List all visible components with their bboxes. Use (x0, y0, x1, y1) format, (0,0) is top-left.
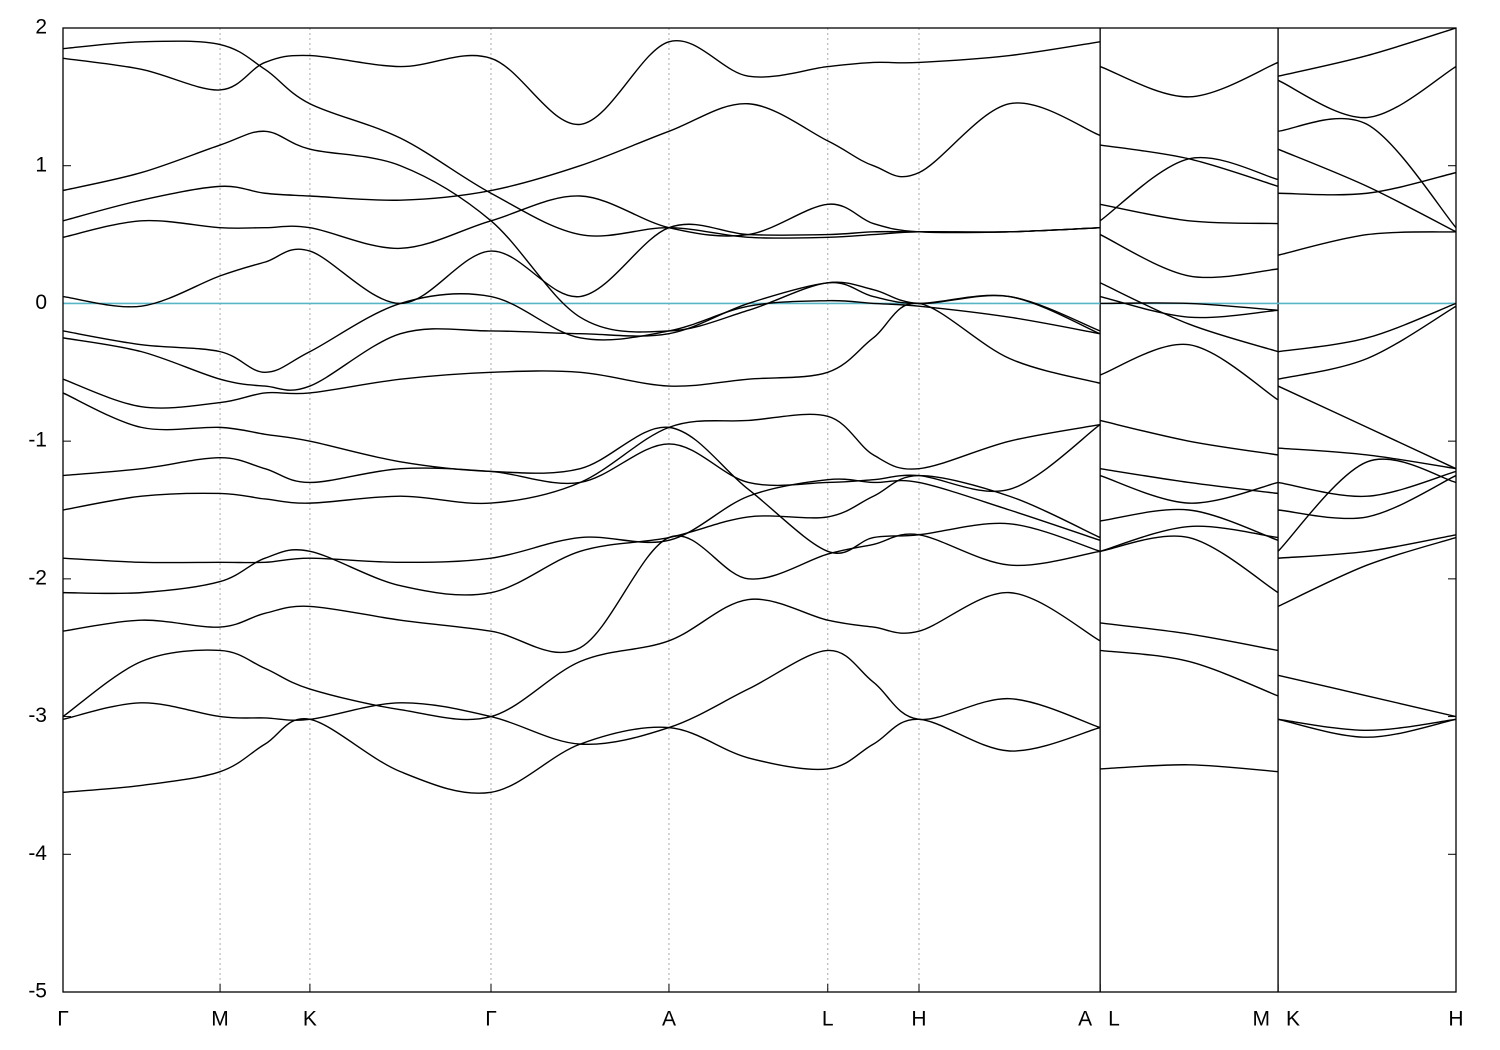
band-line (63, 302, 1456, 470)
band-line (63, 102, 1456, 233)
band-line (63, 28, 1456, 239)
x-tick-label: Γ (485, 1008, 497, 1031)
band-line (63, 419, 1456, 493)
y-tick-label: 0 (35, 291, 47, 314)
band-line (63, 474, 1456, 608)
y-tick-label: 2 (35, 16, 47, 39)
x-tick-label: M (1253, 1008, 1271, 1031)
band-line (63, 474, 1456, 564)
x-tick-label: H (1448, 1008, 1463, 1031)
x-tick-label: L (822, 1008, 834, 1031)
x-tick-label: L (1108, 1008, 1120, 1031)
band-line (63, 117, 1456, 335)
band-line (63, 591, 1456, 721)
y-tick-label: -3 (28, 704, 47, 727)
x-tick-label: K (303, 1008, 317, 1031)
y-tick-label: -2 (28, 566, 47, 589)
band-line (63, 649, 1456, 746)
x-tick-label: A (1078, 1008, 1092, 1031)
plot-frame (62, 27, 1457, 993)
x-tick-label: K (1286, 1008, 1300, 1031)
band-line (63, 39, 1456, 126)
y-tick-label: 1 (35, 153, 47, 176)
band-line (63, 392, 1456, 594)
band-line (63, 223, 1456, 308)
band-line (63, 413, 1456, 511)
x-tick-label: H (911, 1008, 926, 1031)
band-line (63, 525, 1456, 654)
bands (63, 28, 1456, 794)
band-line (63, 281, 1456, 391)
band-line (63, 718, 1456, 794)
band-line (63, 171, 1456, 250)
x-tick-label: Γ (57, 1008, 69, 1031)
y-tick-label: -4 (28, 842, 47, 865)
x-tick-label: M (211, 1008, 229, 1031)
y-tick-label: -1 (28, 429, 47, 452)
grid (62, 27, 1457, 993)
band-line (63, 293, 1456, 380)
x-tick-label: A (662, 1008, 676, 1031)
y-tick-label: -5 (28, 980, 47, 1003)
